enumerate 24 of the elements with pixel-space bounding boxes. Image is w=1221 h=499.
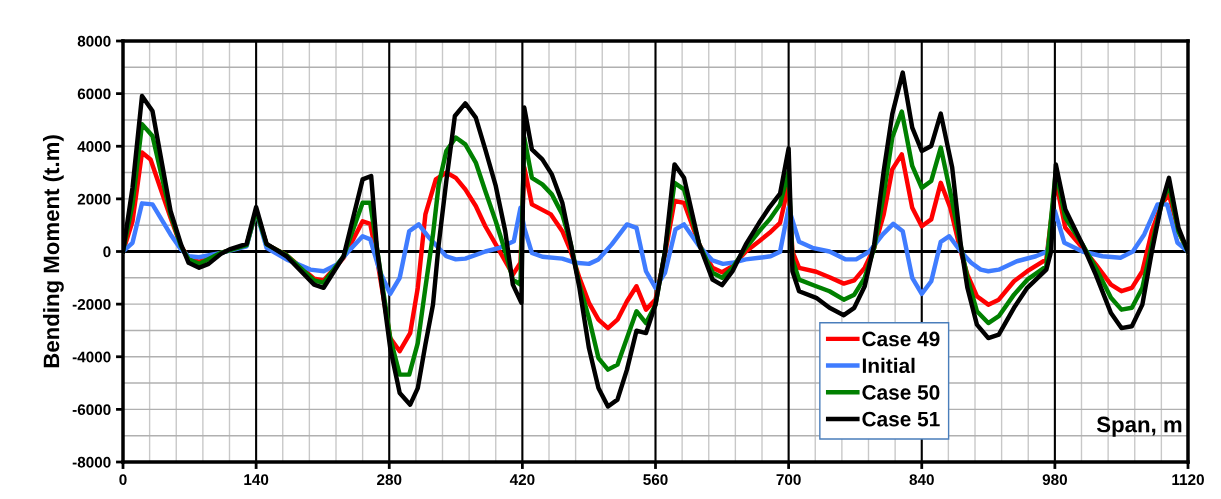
x-tick-label: 0 — [119, 474, 127, 486]
x-axis-title: Span, m — [1096, 416, 1182, 437]
x-tick-label: 560 — [643, 474, 668, 486]
y-tick-label: -4000 — [72, 351, 111, 363]
legend-label: Case 49 — [862, 331, 940, 347]
y-tick-label: -2000 — [72, 298, 111, 310]
x-tick-label: 140 — [244, 474, 269, 486]
y-tick-label: 2000 — [77, 193, 111, 205]
y-tick-label: 8000 — [77, 35, 111, 47]
x-tick-label: 980 — [1042, 474, 1067, 486]
x-tick-label: 280 — [377, 474, 402, 486]
x-tick-label: 840 — [909, 474, 934, 486]
legend-label: Initial — [862, 357, 915, 374]
x-tick-label: 1120 — [1172, 474, 1204, 486]
y-tick-label: 4000 — [77, 141, 111, 152]
x-tick-label: 700 — [776, 474, 801, 486]
y-tick-label: 6000 — [77, 88, 111, 100]
y-axis-title: Bending Moment (t.m) — [42, 135, 64, 368]
y-tick-label: -6000 — [72, 404, 111, 416]
legend-label: Case 50 — [862, 385, 940, 400]
y-tick-label: -8000 — [72, 456, 111, 468]
legend-label: Case 51 — [862, 411, 940, 427]
x-tick-label: 420 — [509, 474, 535, 486]
y-tick-label: 0 — [103, 246, 111, 258]
